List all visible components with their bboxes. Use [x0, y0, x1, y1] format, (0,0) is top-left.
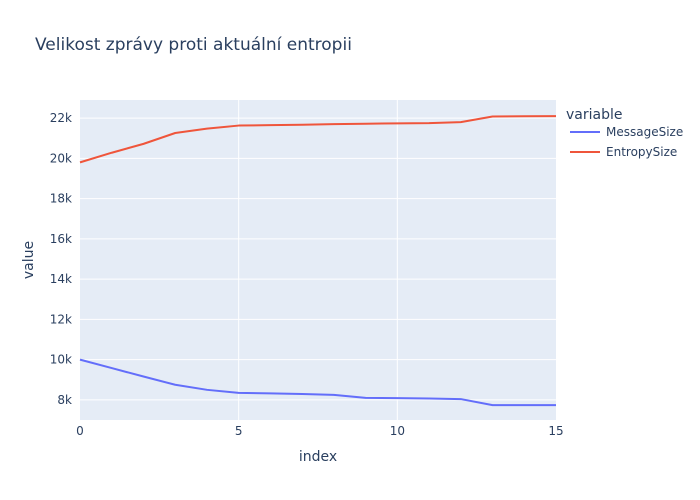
legend-label: MessageSize — [606, 125, 683, 139]
y-tick-label: 20k — [50, 151, 72, 165]
x-tick-label: 5 — [235, 424, 243, 438]
legend-item-entropysize[interactable]: EntropySize — [570, 145, 677, 159]
grid — [80, 100, 556, 420]
y-tick-label: 8k — [57, 393, 72, 407]
x-tick-label: 0 — [76, 424, 84, 438]
legend-item-messagesize[interactable]: MessageSize — [570, 125, 683, 139]
y-axis-title: value — [21, 241, 37, 279]
x-axis: 0 5 10 15 — [76, 424, 563, 438]
x-tick-label: 10 — [390, 424, 405, 438]
legend[interactable]: variable MessageSize EntropySize — [566, 107, 683, 159]
chart-title: Velikost zprávy proti aktuální entropii — [35, 35, 352, 55]
y-tick-label: 10k — [50, 353, 72, 367]
x-axis-title: index — [299, 449, 337, 465]
series-group — [79, 115, 557, 407]
y-tick-label: 16k — [50, 232, 72, 246]
legend-label: EntropySize — [606, 145, 677, 159]
y-axis: 8k 10k 12k 14k 16k 18k 20k 22k — [50, 111, 72, 407]
legend-title: variable — [566, 107, 622, 123]
y-tick-label: 22k — [50, 111, 72, 125]
y-tick-label: 12k — [50, 312, 72, 326]
plot-area — [80, 100, 556, 420]
series-line-entropysize[interactable] — [79, 115, 557, 164]
x-tick-label: 15 — [548, 424, 563, 438]
y-tick-label: 14k — [50, 272, 72, 286]
series-line-messagesize[interactable] — [79, 358, 556, 407]
y-tick-label: 18k — [50, 192, 72, 206]
